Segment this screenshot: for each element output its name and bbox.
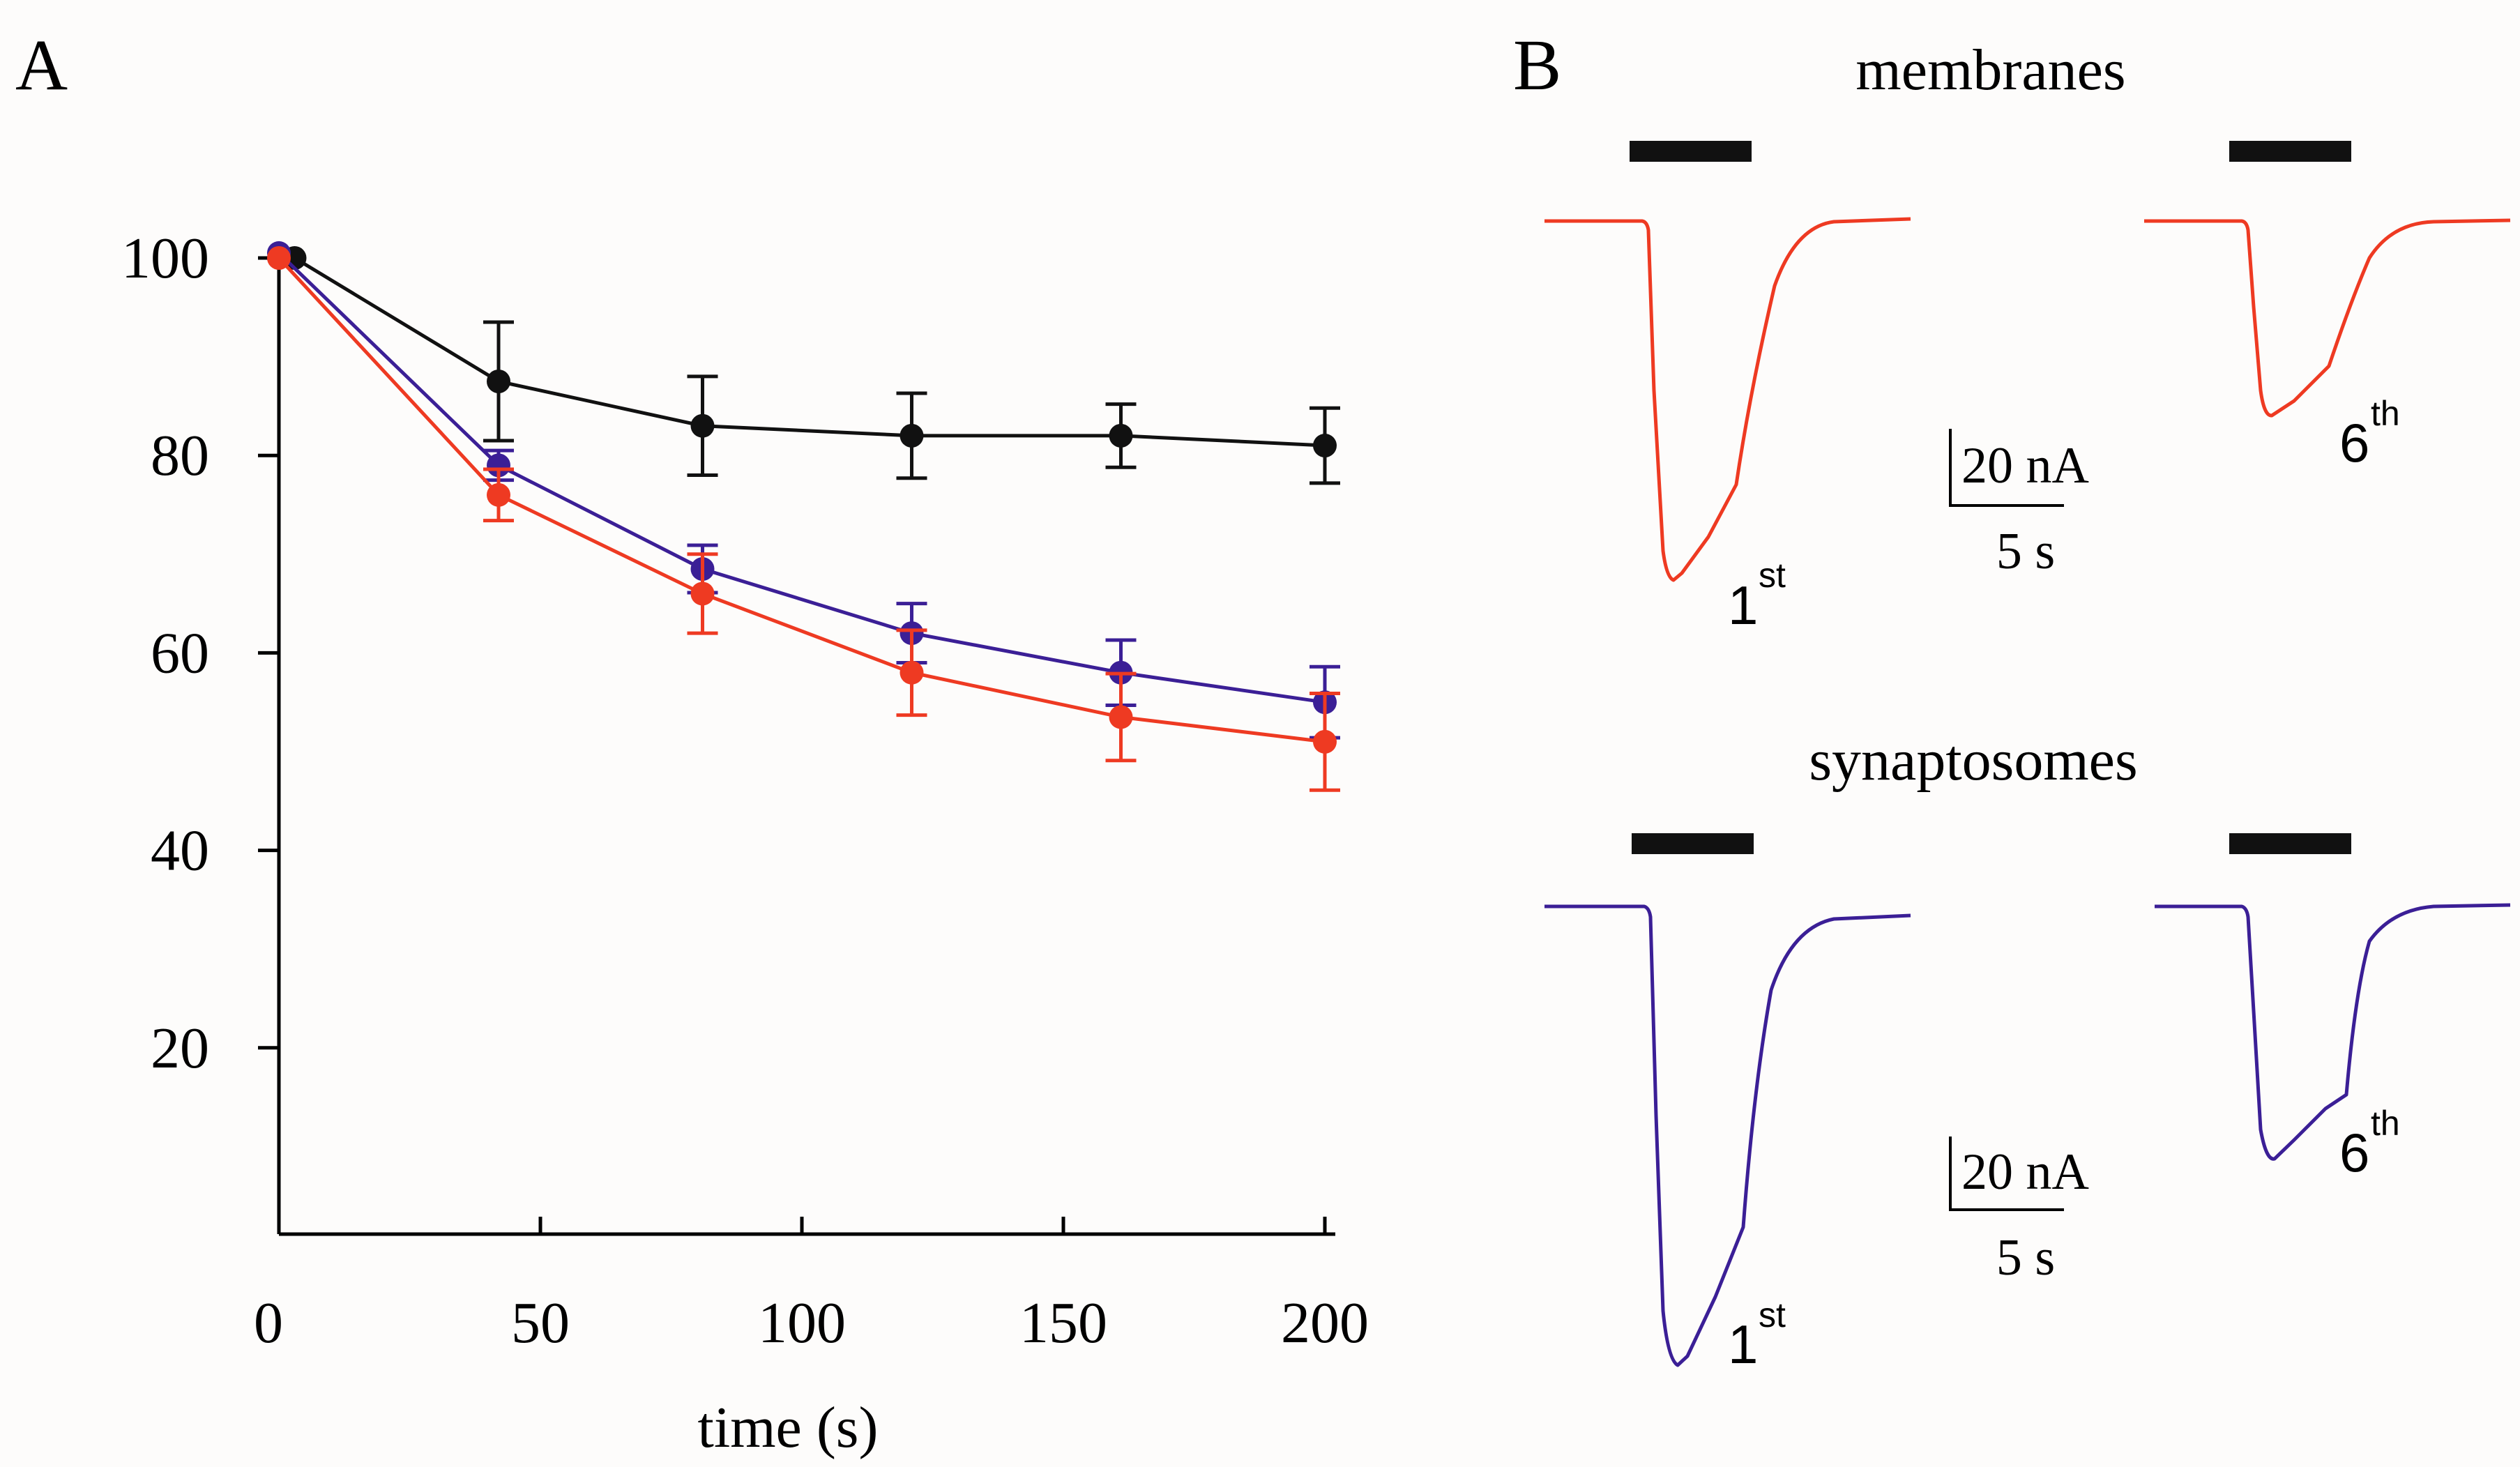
x-tick-label-200: 200 bbox=[1281, 1291, 1369, 1355]
panel-b-letter: B bbox=[1513, 25, 1561, 105]
label-synaptosomes-6th-number: 6 bbox=[2339, 1122, 2369, 1183]
series-line-0 bbox=[294, 256, 1326, 448]
series-line-1 bbox=[278, 252, 1326, 704]
y-ticks: 20 40 60 80 100 bbox=[121, 226, 279, 1081]
series-line-2 bbox=[278, 257, 1326, 744]
label-membranes-1st-number: 1 bbox=[1728, 575, 1758, 636]
data-point-2-2 bbox=[690, 582, 715, 606]
membranes-title: membranes bbox=[1855, 38, 2125, 102]
data-point-2-0 bbox=[267, 246, 291, 270]
membranes-section: membranes 1 st 6 th 20 nA 5 s bbox=[1544, 38, 2511, 636]
data-point-0-1 bbox=[487, 370, 510, 393]
scale-membranes-current: 20 nA bbox=[1961, 437, 2089, 494]
trace-membranes-6th bbox=[2144, 218, 2511, 418]
series-1 bbox=[267, 241, 1340, 740]
scale-synaptosomes-current: 20 nA bbox=[1961, 1143, 2089, 1201]
label-membranes-6th-number: 6 bbox=[2339, 412, 2369, 473]
y-tick-label-40: 40 bbox=[151, 819, 209, 883]
data-point-2-3 bbox=[900, 660, 924, 685]
data-point-2-1 bbox=[487, 482, 510, 507]
x-axis-title: time (s) bbox=[698, 1395, 879, 1460]
synaptosomes-section: synaptosomes 1 st 6 th 20 nA 5 s bbox=[1544, 728, 2511, 1375]
data-point-0-3 bbox=[900, 423, 924, 448]
x-tick-label-150: 150 bbox=[1019, 1291, 1107, 1355]
label-synaptosomes-6th: 6 th bbox=[2339, 1104, 2400, 1183]
stimulus-bar-membranes-6th bbox=[2229, 141, 2351, 162]
x-tick-label-100: 100 bbox=[758, 1291, 846, 1355]
trace-synaptosomes-6th bbox=[2155, 903, 2511, 1161]
scale-synaptosomes-time: 5 s bbox=[1996, 1229, 2055, 1286]
scale-bar-synaptosomes: 20 nA 5 s bbox=[1949, 1137, 2089, 1286]
data-point-0-5 bbox=[1313, 434, 1337, 458]
stimulus-bar-synaptosomes-1st bbox=[1632, 833, 1754, 854]
y-tick-label-60: 60 bbox=[151, 621, 209, 685]
time-course-chart: 20 40 60 80 100 0 50 100 150 200 time (s) bbox=[121, 226, 1369, 1460]
label-membranes-1st: 1 st bbox=[1728, 556, 1786, 636]
x-tick-label-0: 0 bbox=[254, 1291, 283, 1355]
label-synaptosomes-6th-suffix: th bbox=[2371, 1104, 2400, 1143]
label-synaptosomes-1st-number: 1 bbox=[1728, 1314, 1758, 1375]
label-membranes-1st-suffix: st bbox=[1759, 556, 1786, 595]
x-ticks: 0 50 100 150 200 bbox=[254, 1217, 1369, 1355]
y-tick-label-20: 20 bbox=[151, 1016, 209, 1081]
series-layer bbox=[267, 241, 1340, 792]
scale-bar-membranes: 20 nA 5 s bbox=[1949, 429, 2089, 580]
data-point-2-4 bbox=[1109, 705, 1133, 729]
trace-synaptosomes-1st bbox=[1544, 904, 1911, 1367]
scale-bar-synaptosomes-lines bbox=[1949, 1137, 2064, 1211]
data-point-0-4 bbox=[1109, 423, 1133, 448]
data-point-1-1 bbox=[487, 453, 510, 478]
scale-bar-membranes-lines bbox=[1949, 429, 2064, 507]
series-2 bbox=[267, 246, 1340, 792]
label-synaptosomes-1st-suffix: st bbox=[1759, 1295, 1786, 1335]
stimulus-bar-synaptosomes-6th bbox=[2229, 833, 2351, 854]
label-membranes-6th-suffix: th bbox=[2371, 394, 2400, 433]
y-tick-label-100: 100 bbox=[121, 226, 209, 291]
label-membranes-6th: 6 th bbox=[2339, 394, 2400, 473]
stimulus-bar-membranes-1st bbox=[1630, 141, 1752, 162]
y-tick-label-80: 80 bbox=[151, 423, 209, 488]
data-point-2-5 bbox=[1313, 729, 1337, 754]
synaptosomes-title: synaptosomes bbox=[1809, 728, 2137, 793]
scale-membranes-time: 5 s bbox=[1996, 523, 2055, 580]
panel-a-letter: A bbox=[15, 25, 68, 105]
trace-membranes-1st bbox=[1544, 217, 1911, 582]
x-tick-label-50: 50 bbox=[511, 1291, 570, 1355]
data-point-0-2 bbox=[690, 413, 715, 438]
series-0 bbox=[282, 246, 1340, 485]
label-synaptosomes-1st: 1 st bbox=[1728, 1295, 1786, 1375]
